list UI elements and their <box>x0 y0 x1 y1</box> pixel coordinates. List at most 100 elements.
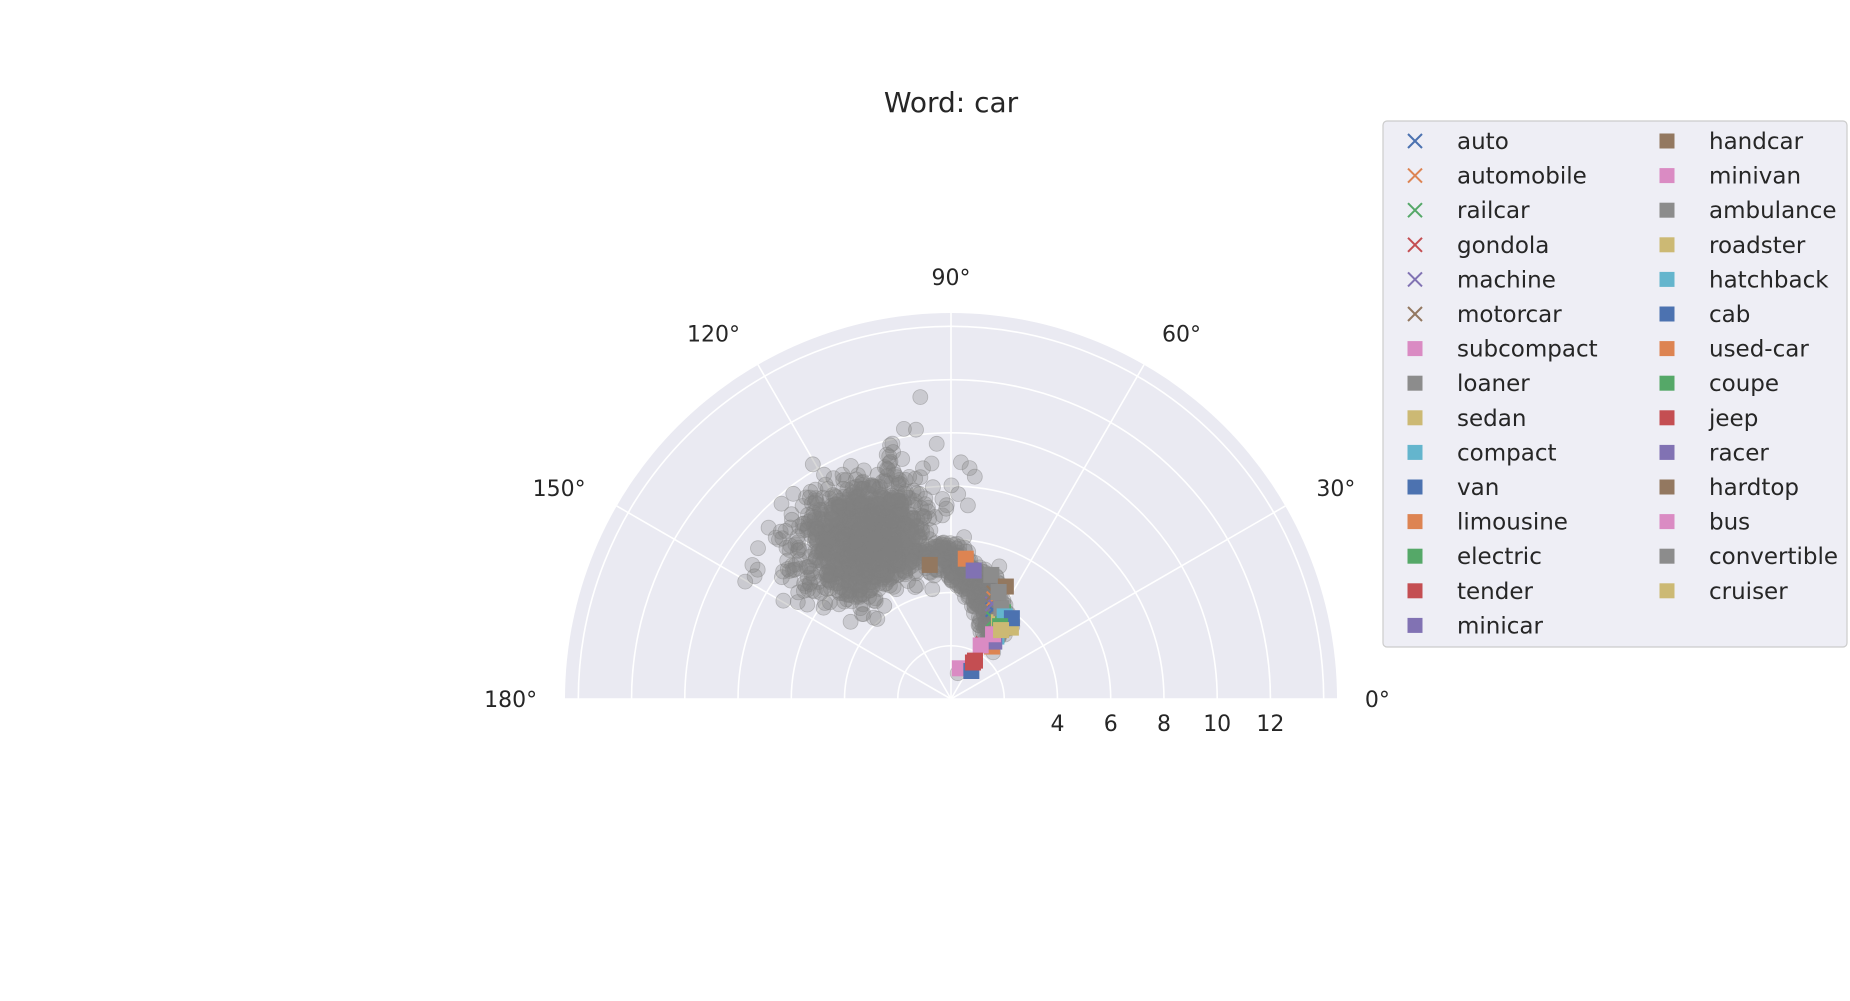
legend-marker <box>1408 480 1423 495</box>
legend-marker <box>1660 480 1675 495</box>
background-point <box>904 523 919 538</box>
legend-label: convertible <box>1709 544 1838 570</box>
radial-tick-label: 6 <box>1104 712 1118 737</box>
background-point <box>887 537 902 552</box>
legend-marker <box>1660 410 1675 425</box>
legend-label: compact <box>1457 440 1556 466</box>
legend-label: van <box>1457 475 1499 501</box>
legend-label: racer <box>1709 440 1769 466</box>
legend-label: subcompact <box>1457 337 1598 363</box>
legend-label: cab <box>1709 302 1750 328</box>
legend-label: auto <box>1457 129 1509 155</box>
theta-tick-label: 0° <box>1365 688 1390 713</box>
background-point <box>938 552 953 567</box>
background-point <box>747 569 762 584</box>
radial-tick-label: 8 <box>1157 712 1171 737</box>
legend-label: hatchback <box>1709 267 1829 293</box>
legend-marker <box>1660 514 1675 529</box>
legend-marker <box>1660 203 1675 218</box>
legend-marker <box>1408 618 1423 633</box>
legend-marker <box>1408 410 1423 425</box>
series-point-convertible <box>991 584 1007 600</box>
radial-tick-label: 4 <box>1051 712 1065 737</box>
background-point <box>843 614 858 629</box>
legend-label: handcar <box>1709 129 1804 155</box>
background-point <box>818 477 833 492</box>
background-point <box>784 512 799 527</box>
legend-label: gondola <box>1457 233 1549 259</box>
legend-marker <box>1408 445 1423 460</box>
legend-marker <box>1660 168 1675 183</box>
background-point <box>913 470 928 485</box>
legend-label: minivan <box>1709 164 1801 190</box>
legend-label: bus <box>1709 510 1750 536</box>
background-point <box>825 511 840 526</box>
background-point <box>833 580 848 595</box>
legend-label: machine <box>1457 267 1556 293</box>
legend-label: minicar <box>1457 613 1544 639</box>
legend-label: used-car <box>1709 337 1809 363</box>
background-point <box>885 513 900 528</box>
radial-tick-label: 10 <box>1203 712 1231 737</box>
background-point <box>776 593 791 608</box>
chart-title: Word: car <box>884 86 1019 119</box>
background-point <box>929 436 944 451</box>
theta-tick-label: 180° <box>484 688 537 713</box>
legend-label: sedan <box>1457 406 1526 432</box>
background-point <box>792 542 807 557</box>
background-point <box>924 456 939 471</box>
legend-label: railcar <box>1457 198 1530 224</box>
legend-label: motorcar <box>1457 302 1562 328</box>
series-point-jeep <box>967 653 983 669</box>
legend-label: automobile <box>1457 164 1587 190</box>
background-point <box>909 422 924 437</box>
background-point <box>761 520 776 535</box>
background-point <box>853 481 868 496</box>
legend-marker <box>1660 341 1675 356</box>
background-point <box>871 551 886 566</box>
legend-marker <box>1408 514 1423 529</box>
background-point <box>898 565 913 580</box>
legend-marker <box>1408 583 1423 598</box>
background-point <box>817 542 832 557</box>
legend-marker <box>1660 307 1675 322</box>
legend-marker <box>1660 549 1675 564</box>
background-point <box>838 551 853 566</box>
radial-tick-labels: 4 6 8 10 12 <box>1051 712 1285 737</box>
background-point <box>791 585 806 600</box>
legend-label: tender <box>1457 579 1533 605</box>
background-point <box>951 487 966 502</box>
legend-marker <box>1408 549 1423 564</box>
background-point <box>870 611 885 626</box>
legend-marker <box>1660 134 1675 149</box>
series-point-cruiser <box>993 622 1009 638</box>
legend-marker <box>1660 583 1675 598</box>
theta-tick-label: 30° <box>1316 477 1355 502</box>
series-point-loaner <box>983 567 999 583</box>
legend-label: coupe <box>1709 371 1779 397</box>
legend: auto automobile railcar gondola machine motor… <box>1383 121 1847 647</box>
background-point <box>882 449 897 464</box>
background-point <box>967 585 982 600</box>
series-point-racer <box>966 563 982 579</box>
legend-label: roadster <box>1709 233 1806 259</box>
legend-label: ambulance <box>1709 198 1837 224</box>
polar-plot-area <box>565 313 1337 699</box>
background-point <box>859 512 874 527</box>
background-point <box>804 566 819 581</box>
background-point <box>935 492 950 507</box>
radial-tick-label: 12 <box>1256 712 1284 737</box>
legend-label: limousine <box>1457 510 1568 536</box>
theta-tick-label: 120° <box>687 323 740 348</box>
theta-tick-label: 60° <box>1162 323 1201 348</box>
legend-label: cruiser <box>1709 579 1788 605</box>
legend-label: hardtop <box>1709 475 1799 501</box>
legend-marker <box>1408 341 1423 356</box>
legend-label: jeep <box>1708 406 1758 432</box>
legend-marker <box>1660 272 1675 287</box>
background-point <box>925 582 940 597</box>
background-point <box>871 497 886 512</box>
legend-marker <box>1660 376 1675 391</box>
background-point <box>923 523 938 538</box>
